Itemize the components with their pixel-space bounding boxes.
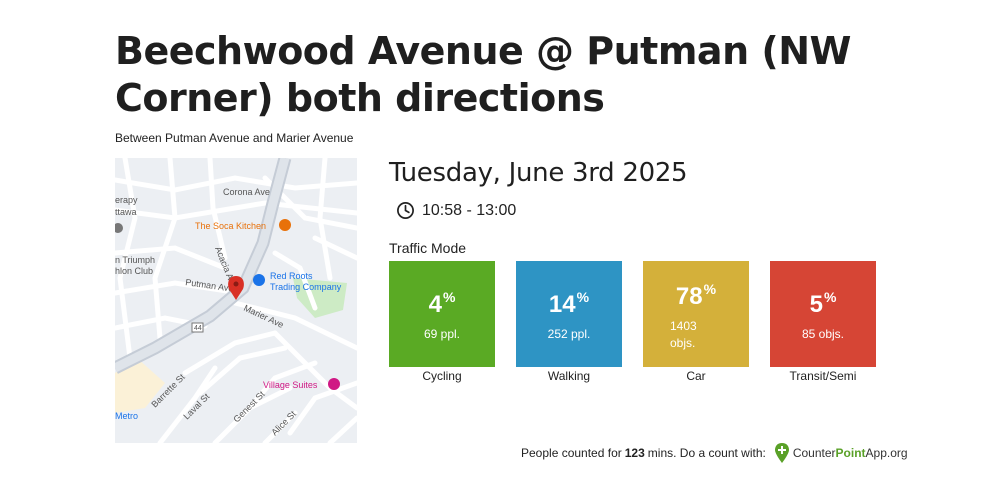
mode-tile-cycling: 4% 69 ppl. [389,261,495,367]
walking-count: 252 ppl. [547,327,591,341]
mode-label-transit: Transit/Semi [789,369,857,383]
restaurant-poi-icon [279,219,291,231]
map-label-route: 44 [194,325,202,332]
map-graphic: Corona Ave erapy ttawa The Soca Kitchen … [115,158,357,443]
footer-suffix: mins. Do a count with: [647,446,766,460]
cycling-percent: 4% [428,289,456,318]
page-subtitle: Between Putman Avenue and Marier Avenue [115,131,354,145]
transit-count: 85 objs. [801,327,845,341]
footer-prefix: People counted for [521,446,622,460]
map-label-triumph-1: n Triumph [115,255,155,265]
shop-poi-icon [253,274,265,286]
poi-therapy-icon [115,223,123,233]
footer-minutes: 123 [624,446,645,460]
mode-tile-transit: 5% 85 objs. [770,261,876,367]
map-label-corona: Corona Ave [223,187,270,197]
map-label-therapy-1: erapy [115,195,138,205]
map-label-triumph-2: hlon Club [115,266,153,276]
footer: People counted for 123 mins. Do a count … [521,442,908,464]
location-map[interactable]: Corona Ave erapy ttawa The Soca Kitchen … [115,158,357,443]
traffic-mode-heading: Traffic Mode [389,240,467,256]
map-label-soca: The Soca Kitchen [195,221,266,231]
location-pin-icon [228,276,244,300]
route-shield-icon [191,322,204,333]
mode-label-walking: Walking [547,369,591,383]
mode-label-car: Car [686,369,706,383]
page-title: Beechwood Avenue @ Putman (NW Corner) bo… [115,29,851,120]
transit-percent: 5% [809,289,837,318]
mode-tile-car: 78% 1403 objs. [643,261,749,367]
time-range: 10:58 - 13:00 [422,201,517,219]
walking-percent: 14% [548,289,590,318]
car-count: 1403 objs. [670,319,697,350]
mode-label-cycling: Cycling [422,369,462,383]
counterpoint-link[interactable]: Counter Point App.org [774,442,908,464]
session-time: 10:58 - 13:00 [396,201,516,220]
hotel-poi-icon [328,378,340,390]
map-label-metro: Metro [115,411,138,421]
map-label-village: Village Suites [263,380,318,390]
map-label-therapy-2: ttawa [115,207,137,217]
mode-tile-walking: 14% 252 ppl. [516,261,622,367]
clock-icon [397,202,414,219]
car-percent: 78% [675,281,717,310]
cycling-count: 69 ppl. [423,327,461,341]
session-date: Tuesday, June 3rd 2025 [389,158,688,188]
map-pin-logo-icon [774,443,789,463]
map-label-redroots-2: Trading Company [270,282,342,292]
map-label-redroots-1: Red Roots [270,271,313,281]
